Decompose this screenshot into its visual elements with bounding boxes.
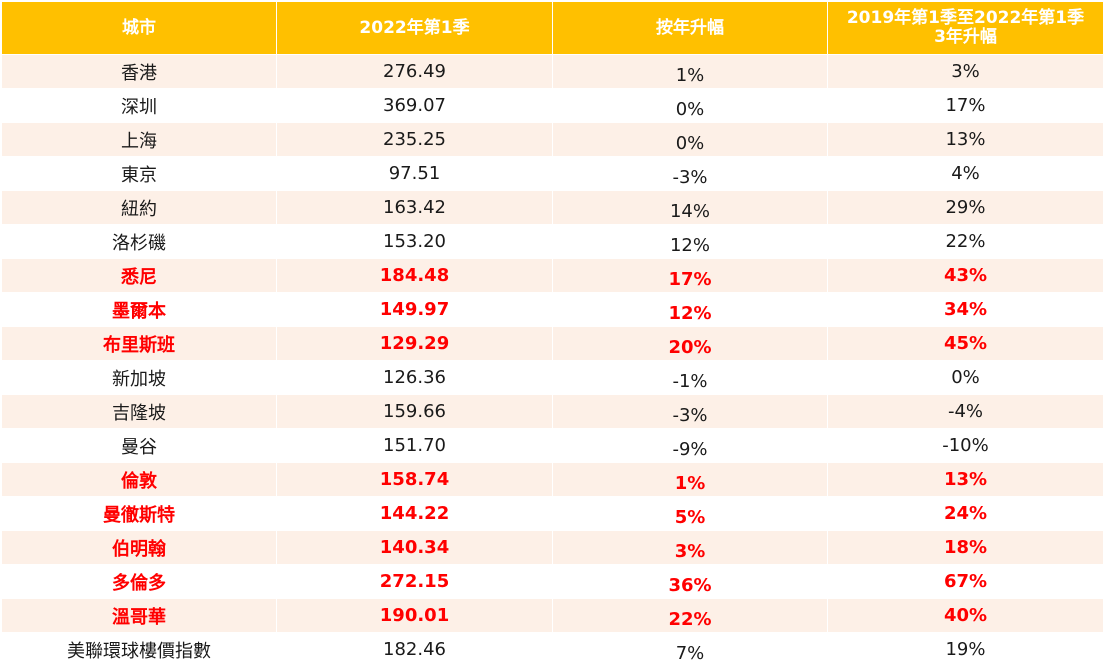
three-year-cell: 40% — [827, 598, 1104, 633]
city-cell: 悉尼 — [1, 258, 277, 293]
city-cell: 曼谷 — [1, 428, 277, 463]
three-year-cell: 43% — [827, 258, 1104, 293]
yoy-cell: 3% — [552, 530, 828, 565]
table-row: 洛杉磯 153.20 12% 22% — [1, 224, 1104, 259]
table-row: 多倫多 272.15 36% 67% — [1, 564, 1104, 599]
table-row: 布里斯班 129.29 20% 45% — [1, 326, 1104, 361]
yoy-cell: 12% — [552, 292, 828, 327]
yoy-cell: -3% — [552, 156, 828, 191]
three-year-cell: 3% — [827, 54, 1104, 89]
index-cell: 97.51 — [276, 156, 553, 191]
index-cell: 144.22 — [276, 496, 553, 531]
three-year-cell: -4% — [827, 394, 1104, 429]
city-cell: 紐約 — [1, 190, 277, 225]
index-cell: 190.01 — [276, 598, 553, 633]
yoy-cell: 12% — [552, 224, 828, 259]
yoy-cell: -3% — [552, 394, 828, 429]
city-cell: 香港 — [1, 54, 277, 89]
yoy-cell: 7% — [552, 632, 828, 667]
table-row: 墨爾本 149.97 12% 34% — [1, 292, 1104, 327]
table-row: 香港 276.49 1% 3% — [1, 54, 1104, 89]
index-cell: 369.07 — [276, 88, 553, 123]
header-index: 2022年第1季 — [276, 1, 553, 55]
table-row: 紐約 163.42 14% 29% — [1, 190, 1104, 225]
city-cell: 東京 — [1, 156, 277, 191]
three-year-cell: 22% — [827, 224, 1104, 259]
three-year-cell: 0% — [827, 360, 1104, 395]
table-row: 新加坡 126.36 -1% 0% — [1, 360, 1104, 395]
city-cell: 洛杉磯 — [1, 224, 277, 259]
index-cell: 153.20 — [276, 224, 553, 259]
three-year-cell: 13% — [827, 462, 1104, 497]
index-cell: 151.70 — [276, 428, 553, 463]
city-cell: 曼徹斯特 — [1, 496, 277, 531]
index-cell: 163.42 — [276, 190, 553, 225]
yoy-cell: -1% — [552, 360, 828, 395]
table-row: 東京 97.51 -3% 4% — [1, 156, 1104, 191]
yoy-cell: 5% — [552, 496, 828, 531]
index-cell: 159.66 — [276, 394, 553, 429]
three-year-cell: 29% — [827, 190, 1104, 225]
index-cell: 182.46 — [276, 632, 553, 667]
city-cell: 溫哥華 — [1, 598, 277, 633]
header-three-year: 2019年第1季至2022年第1季 3年升幅 — [827, 1, 1104, 55]
yoy-cell: -9% — [552, 428, 828, 463]
table-row: 曼谷 151.70 -9% -10% — [1, 428, 1104, 463]
three-year-cell: 18% — [827, 530, 1104, 565]
city-cell: 墨爾本 — [1, 292, 277, 327]
index-cell: 276.49 — [276, 54, 553, 89]
index-cell: 129.29 — [276, 326, 553, 361]
table-row: 吉隆坡 159.66 -3% -4% — [1, 394, 1104, 429]
index-cell: 149.97 — [276, 292, 553, 327]
city-cell: 深圳 — [1, 88, 277, 123]
three-year-cell: -10% — [827, 428, 1104, 463]
city-cell: 多倫多 — [1, 564, 277, 599]
index-cell: 126.36 — [276, 360, 553, 395]
table-row: 溫哥華 190.01 22% 40% — [1, 598, 1104, 633]
city-cell: 上海 — [1, 122, 277, 157]
yoy-cell: 20% — [552, 326, 828, 361]
table-row: 上海 235.25 0% 13% — [1, 122, 1104, 157]
three-year-cell: 4% — [827, 156, 1104, 191]
three-year-cell: 24% — [827, 496, 1104, 531]
header-city: 城市 — [1, 1, 277, 55]
index-cell: 158.74 — [276, 462, 553, 497]
table-body: 香港 276.49 1% 3% 深圳 369.07 0% 17% 上海 235.25 0% 13% 東京… — [1, 54, 1104, 667]
three-year-cell: 45% — [827, 326, 1104, 361]
yoy-cell: 0% — [552, 88, 828, 123]
three-year-cell: 34% — [827, 292, 1104, 327]
header-yoy: 按年升幅 — [552, 1, 828, 55]
table-row: 曼徹斯特 144.22 5% 24% — [1, 496, 1104, 531]
index-cell: 184.48 — [276, 258, 553, 293]
three-year-cell: 17% — [827, 88, 1104, 123]
index-cell: 272.15 — [276, 564, 553, 599]
three-year-cell: 67% — [827, 564, 1104, 599]
yoy-cell: 0% — [552, 122, 828, 157]
table-row: 伯明翰 140.34 3% 18% — [1, 530, 1104, 565]
table-row: 深圳 369.07 0% 17% — [1, 88, 1104, 123]
yoy-cell: 36% — [552, 564, 828, 599]
yoy-cell: 17% — [552, 258, 828, 293]
city-cell: 美聯環球樓價指數 — [1, 632, 277, 667]
three-year-cell: 13% — [827, 122, 1104, 157]
yoy-cell: 1% — [552, 54, 828, 89]
index-cell: 140.34 — [276, 530, 553, 565]
table-row: 美聯環球樓價指數 182.46 7% 19% — [1, 632, 1104, 667]
city-cell: 吉隆坡 — [1, 394, 277, 429]
city-cell: 伯明翰 — [1, 530, 277, 565]
city-cell: 新加坡 — [1, 360, 277, 395]
index-cell: 235.25 — [276, 122, 553, 157]
three-year-cell: 19% — [827, 632, 1104, 667]
yoy-cell: 1% — [552, 462, 828, 497]
yoy-cell: 22% — [552, 598, 828, 633]
table-row: 悉尼 184.48 17% 43% — [1, 258, 1104, 293]
header-row: 城市 2022年第1季 按年升幅 2019年第1季至2022年第1季 3年升幅 — [1, 1, 1104, 55]
table-row: 倫敦 158.74 1% 13% — [1, 462, 1104, 497]
city-cell: 倫敦 — [1, 462, 277, 497]
yoy-cell: 14% — [552, 190, 828, 225]
city-cell: 布里斯班 — [1, 326, 277, 361]
